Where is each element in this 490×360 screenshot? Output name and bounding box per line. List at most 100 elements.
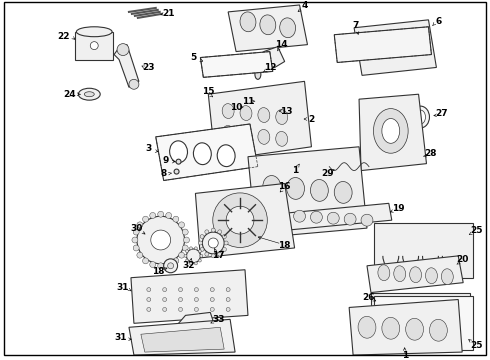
Text: 31: 31	[115, 333, 127, 342]
Ellipse shape	[178, 297, 182, 302]
Ellipse shape	[150, 262, 156, 267]
Polygon shape	[285, 203, 392, 230]
Ellipse shape	[294, 210, 305, 222]
Ellipse shape	[222, 104, 234, 118]
Text: 14: 14	[275, 40, 288, 49]
Ellipse shape	[133, 229, 139, 235]
Ellipse shape	[226, 297, 230, 302]
Ellipse shape	[151, 230, 171, 250]
Ellipse shape	[211, 228, 215, 232]
Ellipse shape	[182, 229, 188, 235]
Ellipse shape	[240, 12, 256, 32]
Ellipse shape	[90, 42, 98, 50]
Text: 1: 1	[401, 351, 408, 360]
Text: 9: 9	[163, 156, 169, 165]
Ellipse shape	[195, 247, 197, 250]
Text: 10: 10	[230, 103, 242, 112]
Ellipse shape	[402, 37, 416, 54]
Text: 24: 24	[63, 90, 76, 99]
Ellipse shape	[137, 222, 143, 228]
Ellipse shape	[208, 238, 218, 248]
Ellipse shape	[76, 27, 112, 37]
Ellipse shape	[210, 297, 214, 302]
Ellipse shape	[425, 268, 438, 284]
Ellipse shape	[133, 245, 139, 251]
Ellipse shape	[361, 214, 373, 226]
Polygon shape	[131, 270, 248, 323]
Ellipse shape	[200, 255, 203, 257]
Text: 5: 5	[190, 53, 196, 62]
Ellipse shape	[178, 288, 182, 292]
Polygon shape	[367, 256, 463, 293]
Polygon shape	[178, 312, 215, 335]
Text: 27: 27	[435, 109, 448, 118]
Ellipse shape	[187, 249, 200, 263]
Ellipse shape	[198, 259, 201, 262]
Ellipse shape	[384, 35, 398, 53]
Ellipse shape	[416, 110, 425, 124]
Ellipse shape	[210, 288, 214, 292]
Text: 7: 7	[352, 21, 358, 30]
Text: 29: 29	[321, 169, 334, 178]
Ellipse shape	[182, 245, 188, 251]
Ellipse shape	[276, 131, 288, 146]
Ellipse shape	[195, 297, 198, 302]
Ellipse shape	[195, 288, 198, 292]
Polygon shape	[359, 94, 426, 171]
Polygon shape	[334, 27, 432, 63]
Ellipse shape	[394, 266, 406, 282]
Ellipse shape	[186, 250, 189, 253]
Ellipse shape	[311, 211, 322, 223]
Text: 31: 31	[117, 283, 129, 292]
Ellipse shape	[186, 259, 189, 262]
Ellipse shape	[147, 307, 151, 311]
Ellipse shape	[276, 109, 288, 125]
Ellipse shape	[224, 241, 228, 245]
Text: 33: 33	[212, 315, 224, 324]
Polygon shape	[208, 81, 312, 161]
Text: 13: 13	[280, 107, 293, 116]
Text: 21: 21	[162, 9, 175, 18]
Bar	[371, 293, 470, 347]
Ellipse shape	[382, 318, 400, 339]
Ellipse shape	[198, 250, 201, 253]
Ellipse shape	[280, 18, 295, 38]
Ellipse shape	[164, 259, 177, 273]
Text: 12: 12	[264, 63, 276, 72]
Ellipse shape	[150, 212, 156, 219]
Ellipse shape	[143, 216, 148, 222]
Ellipse shape	[213, 193, 268, 247]
Ellipse shape	[334, 181, 352, 203]
Ellipse shape	[373, 109, 408, 153]
Ellipse shape	[200, 247, 204, 251]
Ellipse shape	[190, 247, 193, 250]
Ellipse shape	[226, 206, 254, 234]
Text: 22: 22	[57, 32, 70, 41]
Ellipse shape	[84, 92, 94, 97]
Ellipse shape	[210, 307, 214, 311]
Polygon shape	[141, 327, 224, 352]
Bar	[374, 296, 473, 350]
Ellipse shape	[195, 262, 197, 265]
Ellipse shape	[258, 108, 270, 122]
Text: 30: 30	[131, 224, 143, 233]
Ellipse shape	[178, 307, 182, 311]
Ellipse shape	[358, 316, 376, 338]
Ellipse shape	[245, 102, 250, 112]
Ellipse shape	[137, 252, 143, 258]
Text: 26: 26	[363, 293, 375, 302]
Polygon shape	[248, 147, 367, 238]
Ellipse shape	[270, 106, 274, 116]
Ellipse shape	[218, 252, 221, 256]
Ellipse shape	[311, 180, 328, 201]
Ellipse shape	[78, 88, 100, 100]
Ellipse shape	[195, 307, 198, 311]
Polygon shape	[114, 45, 139, 87]
Polygon shape	[200, 51, 273, 77]
Ellipse shape	[200, 235, 204, 239]
Text: 18: 18	[278, 242, 291, 251]
Ellipse shape	[178, 222, 185, 228]
Ellipse shape	[143, 258, 148, 264]
Ellipse shape	[257, 96, 262, 106]
Text: 23: 23	[143, 63, 155, 72]
